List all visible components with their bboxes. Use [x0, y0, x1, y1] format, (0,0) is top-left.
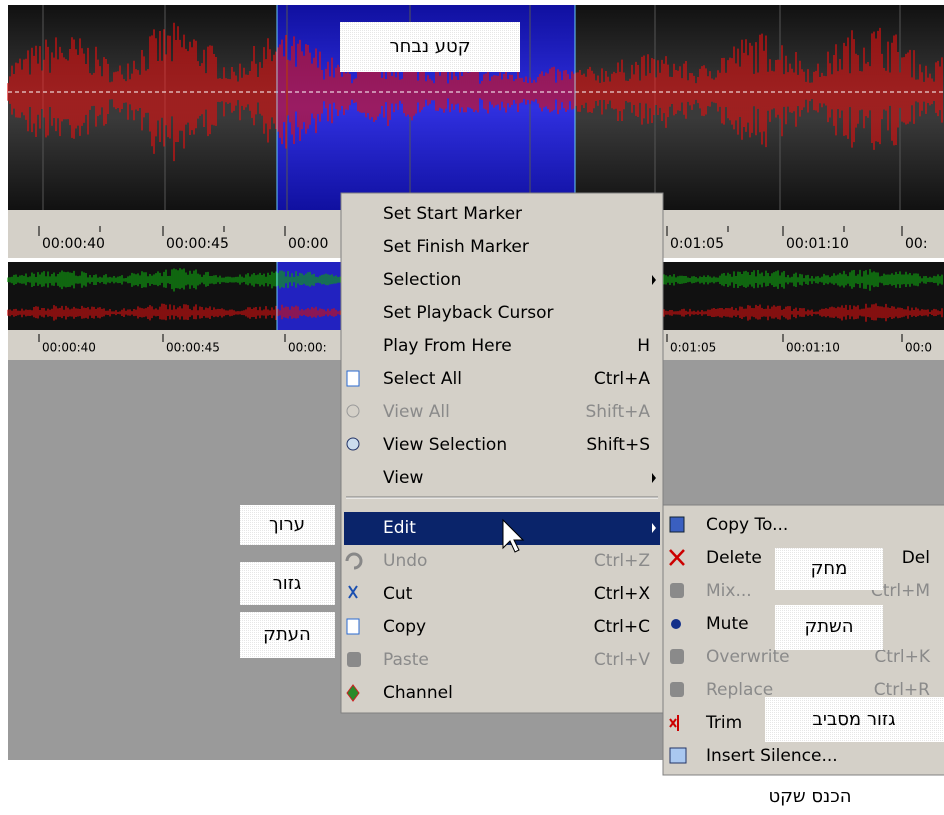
annotation: גזור [273, 573, 302, 594]
menu-label: Set Playback Cursor [383, 303, 553, 323]
menu-item[interactable]: Edit [344, 512, 660, 545]
annotation: קטע נבחר [390, 36, 471, 57]
menu-label: Play From Here [383, 336, 512, 356]
context-menu[interactable]: Set Start Marker Set Finish Marker Selecti… [341, 193, 663, 713]
icon [670, 583, 684, 598]
menu-label: Paste [383, 650, 429, 670]
icon [670, 517, 684, 532]
menu-item[interactable]: Set Start Marker [383, 204, 522, 224]
icon [670, 649, 684, 664]
ruler-label: 00:00:40 [42, 341, 96, 355]
menu-shortcut: Ctrl+V [594, 650, 650, 670]
menu-label: Set Start Marker [383, 204, 522, 224]
menu-shortcut: Ctrl+X [594, 584, 650, 604]
icon [347, 438, 359, 450]
icon [670, 682, 684, 697]
screenshot: 00:00:4000:00:4500:000:01:0500:01:1000:0… [0, 0, 944, 815]
menu-label: Replace [706, 680, 773, 700]
annotation: העתק [263, 624, 311, 645]
menu-label: View All [383, 402, 450, 422]
menu-label: Set Finish Marker [383, 237, 529, 257]
menu-label: View [383, 468, 423, 488]
menu-label: Copy [383, 617, 426, 637]
menu-shortcut: H [637, 336, 650, 356]
icon [671, 619, 681, 629]
icon [670, 748, 686, 763]
icon [347, 371, 359, 386]
ruler-label: 0:01:05 [670, 236, 724, 252]
menu-label: Delete [706, 548, 762, 568]
menu-label: Trim [705, 713, 742, 733]
menu-shortcut: Shift+A [585, 402, 650, 422]
menu-label: Edit [383, 518, 416, 538]
menu-label: View Selection [383, 435, 507, 455]
ruler-label: 00:00: [288, 341, 327, 355]
icon [347, 652, 361, 667]
menu-shortcut: Ctrl+Z [594, 551, 650, 571]
ruler-label: 00:00:45 [166, 341, 220, 355]
annotation: מחק [811, 558, 848, 579]
annotation: גזור מסביב [812, 709, 895, 730]
ruler-label: 00:01:10 [786, 236, 849, 252]
menu-shortcut: Ctrl+C [594, 617, 650, 637]
menu-label: Mix... [706, 581, 752, 601]
menu-label: Undo [383, 551, 427, 571]
menu-shortcut: Shift+S [586, 435, 650, 455]
annotation: השתק [804, 616, 853, 637]
menu-label: Cut [383, 584, 413, 604]
menu-shortcut: Del [902, 548, 930, 568]
menu-item[interactable]: Set Finish Marker [383, 237, 529, 257]
menu-shortcut: Ctrl+A [594, 369, 650, 389]
ruler-label: 00:00:40 [42, 236, 105, 252]
menu-label: Copy To... [706, 515, 788, 535]
ruler-label: 00:01:10 [786, 341, 840, 355]
menu-item[interactable]: View Selection Shift+S [347, 435, 650, 455]
icon [347, 619, 359, 634]
menu-label: Select All [383, 369, 462, 389]
menu-label: Mute [706, 614, 749, 634]
annotation: ערוך [269, 514, 305, 535]
ruler-label: 0:01:05 [670, 341, 716, 355]
ruler-label: 00:00 [288, 236, 328, 252]
menu-label: Insert Silence... [706, 746, 838, 766]
menu-label: Selection [383, 270, 461, 290]
ruler-label: 00:00:45 [166, 236, 229, 252]
menu-label: Channel [383, 683, 453, 703]
annotation: הכנס שקט [768, 786, 851, 807]
ruler-label: 00:0 [905, 341, 932, 355]
menu-item[interactable]: Set Playback Cursor [383, 303, 553, 323]
ruler-label: 00: [905, 236, 928, 252]
